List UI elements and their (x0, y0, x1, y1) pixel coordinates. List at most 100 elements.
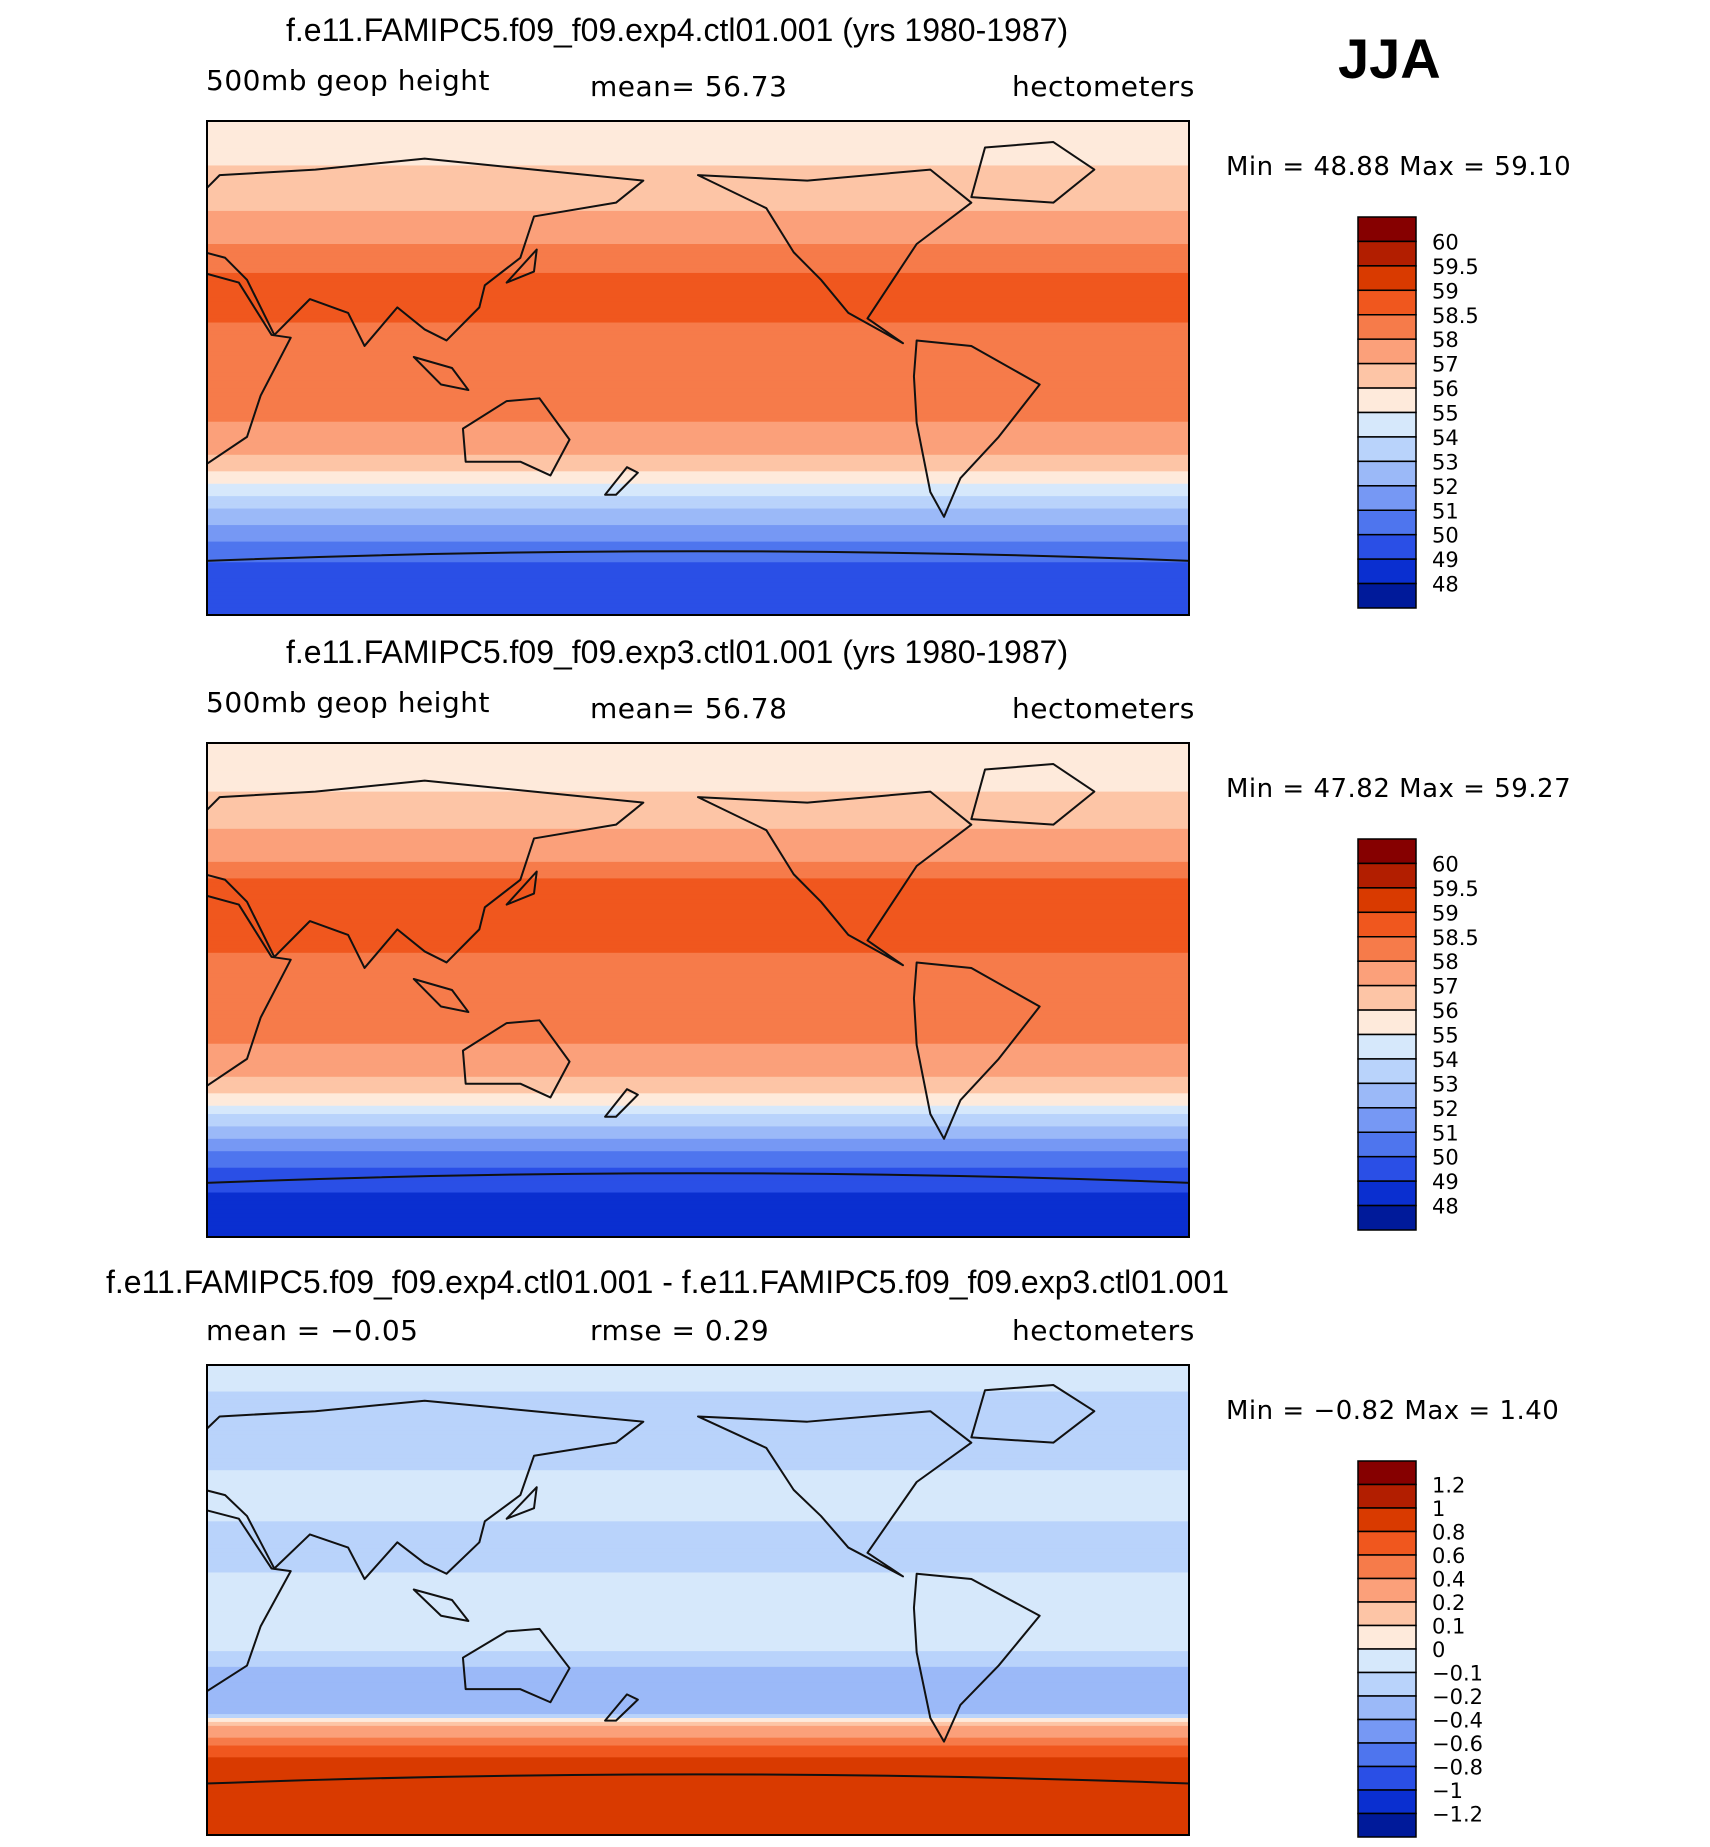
field-band (206, 322, 1190, 328)
field-band (206, 541, 1190, 547)
field-band (206, 198, 1190, 204)
field-band (206, 326, 1190, 332)
field-band (206, 956, 1190, 962)
field-band (206, 1056, 1190, 1061)
colorbar-tick-label: 52 (1432, 1097, 1459, 1121)
field-band (206, 1631, 1190, 1636)
field-band (206, 1097, 1190, 1103)
field-band (206, 1718, 1190, 1723)
colorbar-swatch (1357, 838, 1417, 865)
field-band (206, 405, 1190, 410)
field-band (206, 554, 1190, 559)
field-band (206, 525, 1190, 530)
coastline (697, 1410, 973, 1578)
panel3-title: f.e11.FAMIPC5.f09_f09.exp4.ctl01.001 - f… (106, 1264, 1230, 1300)
colorbar-swatch (1357, 960, 1417, 987)
field-band (206, 1080, 1190, 1086)
field-band (206, 483, 1190, 489)
field-band (206, 1039, 1190, 1045)
colorbar-tick-label: 53 (1432, 1072, 1459, 1096)
field-band (206, 1572, 1190, 1577)
colorbar-tick-label: 0.4 (1432, 1568, 1465, 1592)
field-band (206, 574, 1190, 580)
field-band (206, 479, 1190, 485)
colorbar-tick-label: 56 (1432, 999, 1459, 1023)
coastline (697, 168, 973, 345)
field-band (206, 1777, 1190, 1782)
field-band (206, 1820, 1190, 1825)
field-band (206, 1541, 1190, 1546)
colorbar-swatch (1357, 1554, 1417, 1580)
field-band (206, 463, 1190, 468)
field-band (206, 1478, 1190, 1483)
field-band (206, 1757, 1190, 1762)
colorbar-swatch (1357, 1812, 1417, 1838)
field-band (206, 1666, 1190, 1672)
colorbar-tick-label: 51 (1432, 1121, 1459, 1145)
field-band (206, 1217, 1190, 1223)
field-band (206, 1694, 1190, 1699)
field-band (206, 409, 1190, 415)
field-band (206, 384, 1190, 390)
field-band (206, 1188, 1190, 1194)
colorbar-swatch (1357, 1695, 1417, 1721)
colorbar-tick-label: −0.8 (1432, 1756, 1483, 1780)
field-band (206, 742, 1190, 747)
coastline (206, 272, 292, 466)
coastline (412, 977, 470, 1014)
field-band (206, 804, 1190, 809)
colorbar-tick-label: 57 (1432, 353, 1459, 377)
field-band (206, 1600, 1190, 1605)
field-band (206, 202, 1190, 208)
colorbar-swatch (1357, 216, 1417, 243)
colorbar-swatch (1357, 862, 1417, 889)
field-band (206, 533, 1190, 539)
field-band (206, 1800, 1190, 1806)
field-band (206, 857, 1190, 863)
field-band (206, 1403, 1190, 1408)
field-band (206, 1733, 1190, 1739)
field-band (206, 775, 1190, 780)
antarctica-coastline (206, 1773, 1190, 1785)
field-band (206, 1603, 1190, 1609)
field-band (206, 1371, 1190, 1377)
colorbar-tick-label: 49 (1432, 1170, 1459, 1194)
field-band (206, 1064, 1190, 1070)
field-band (206, 985, 1190, 991)
field-band (206, 368, 1190, 373)
field-band (206, 1213, 1190, 1218)
field-band (206, 1560, 1190, 1566)
coastline (461, 397, 571, 477)
field-band (206, 1180, 1190, 1185)
field-band (206, 1804, 1190, 1810)
coastline (206, 779, 645, 969)
field-band (206, 413, 1190, 419)
field-band (206, 1159, 1190, 1165)
panel2-min-max: Min = 47.82 Max = 59.27 (1226, 774, 1572, 804)
field-band (206, 194, 1190, 200)
field-band (206, 500, 1190, 505)
field-band (206, 911, 1190, 917)
field-band (206, 206, 1190, 212)
field-band (206, 1529, 1190, 1534)
field-band (206, 1454, 1190, 1459)
colorbar-tick-label: 59 (1432, 279, 1459, 303)
field-band (206, 148, 1190, 154)
field-band (206, 1521, 1190, 1526)
field-band (206, 1122, 1190, 1127)
field-band (206, 1505, 1190, 1511)
field-band (206, 1678, 1190, 1684)
colorbar-swatch (1357, 911, 1417, 938)
field-band (206, 310, 1190, 315)
field-band (206, 977, 1190, 983)
field-band (206, 1229, 1190, 1235)
field-band (206, 256, 1190, 262)
field-band (206, 1434, 1190, 1440)
field-band (206, 442, 1190, 448)
field-band (206, 285, 1190, 291)
colorbar-swatch (1357, 1601, 1417, 1627)
colorbar-tick-label: 0.6 (1432, 1544, 1465, 1568)
colorbar-swatch (1357, 984, 1417, 1011)
colorbar-swatch (1357, 1577, 1417, 1603)
field-band (206, 128, 1190, 133)
